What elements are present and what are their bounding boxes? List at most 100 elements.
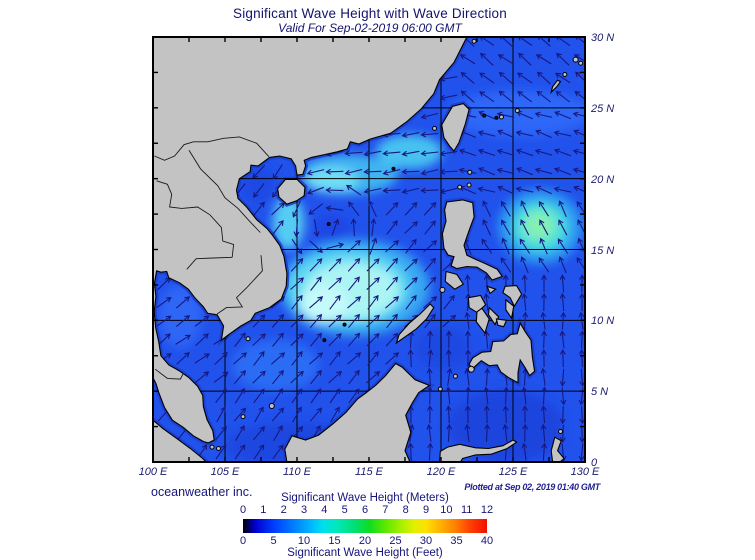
lon-label: 125 E bbox=[498, 466, 528, 478]
wave-arrow bbox=[386, 220, 398, 235]
wave-arrow bbox=[427, 330, 434, 349]
wave-arrow bbox=[460, 71, 475, 85]
wave-arrow bbox=[309, 296, 324, 309]
plotted-timestamp: Plotted at Sep 02, 2019 01:40 GMT bbox=[464, 482, 600, 492]
meters-tick: 8 bbox=[402, 504, 409, 516]
wave-arrow bbox=[306, 169, 325, 176]
wave-arrow bbox=[484, 423, 491, 442]
wave-blob-scs-core-bright-west bbox=[299, 284, 349, 322]
wave-arrow bbox=[329, 350, 341, 366]
land-samar bbox=[502, 285, 523, 308]
wave-arrow bbox=[540, 423, 547, 442]
small-island bbox=[466, 182, 472, 188]
wave-arrow bbox=[423, 296, 438, 309]
land-mindanao bbox=[468, 321, 536, 384]
lat-label: 20 N bbox=[591, 173, 615, 186]
country-border bbox=[156, 180, 235, 258]
wave-arrow bbox=[404, 221, 419, 234]
wave-arrow bbox=[500, 257, 512, 273]
wave-arrow bbox=[366, 258, 380, 272]
wave-arrow bbox=[309, 258, 323, 272]
lat-label: 25 N bbox=[591, 102, 615, 115]
wave-arrow bbox=[385, 202, 399, 216]
wave-arrow bbox=[579, 274, 585, 293]
wave-arrow bbox=[331, 218, 340, 236]
wave-arrow bbox=[521, 292, 528, 311]
wave-arrow bbox=[446, 330, 452, 349]
lon-label: 100 E bbox=[138, 466, 168, 478]
small-island bbox=[467, 169, 473, 175]
wave-arrow bbox=[234, 332, 246, 347]
wave-arrow bbox=[464, 330, 471, 349]
feet-tick: 40 bbox=[480, 535, 494, 547]
wave-arrow bbox=[439, 168, 458, 175]
wave-arrow bbox=[348, 388, 360, 404]
wave-arrow bbox=[344, 168, 363, 176]
land-hainan bbox=[277, 178, 306, 205]
wave-arrow bbox=[215, 388, 227, 404]
feet-tick: 5 bbox=[270, 535, 277, 547]
small-island bbox=[572, 56, 579, 63]
land-sulawesi-north-arm bbox=[439, 439, 518, 462]
wave-arrow bbox=[157, 333, 171, 347]
lat-label: 10 N bbox=[591, 315, 615, 328]
wave-arrow bbox=[519, 238, 531, 254]
wave-arrow bbox=[427, 442, 434, 461]
map-frame bbox=[152, 36, 586, 463]
wave-direction-arrows bbox=[156, 37, 585, 462]
wave-arrow bbox=[328, 277, 342, 290]
wave-arrow bbox=[328, 258, 342, 272]
land-borneo bbox=[284, 362, 431, 462]
lon-label: 105 E bbox=[210, 466, 240, 478]
wave-blob-gulf-tonkin-dark bbox=[240, 165, 276, 203]
feet-tick: 15 bbox=[328, 535, 341, 547]
wave-arrow bbox=[496, 148, 515, 156]
colorbar-feet-ticks: 0 5 10 15 20 25 30 35 40 bbox=[240, 535, 493, 547]
small-island bbox=[482, 113, 487, 118]
wave-arrow bbox=[291, 350, 303, 366]
wave-arrow bbox=[579, 406, 585, 425]
wave-arrow bbox=[534, 167, 553, 175]
land-mindoro bbox=[444, 270, 465, 290]
wave-arrow bbox=[426, 423, 433, 442]
lon-label: 130 E bbox=[570, 466, 600, 478]
wave-arrow bbox=[516, 72, 533, 84]
oceanweather-credit: oceanweather inc. bbox=[151, 485, 253, 499]
small-island bbox=[209, 444, 215, 450]
wave-arrow bbox=[459, 54, 476, 65]
wave-arrow bbox=[540, 311, 547, 330]
wave-arrow bbox=[539, 219, 549, 236]
small-island bbox=[514, 108, 520, 114]
wave-arrow bbox=[194, 371, 210, 384]
lon-label: 120 E bbox=[426, 466, 456, 478]
meters-tick: 2 bbox=[280, 504, 287, 516]
meters-tick: 4 bbox=[321, 504, 328, 516]
wave-arrow bbox=[439, 187, 458, 195]
wave-arrow bbox=[272, 220, 284, 235]
wave-arrow bbox=[535, 129, 552, 139]
wave-arrow bbox=[234, 387, 245, 404]
wave-arrow bbox=[253, 350, 265, 366]
wave-arrow bbox=[521, 405, 528, 424]
wave-arrow bbox=[439, 94, 458, 101]
wave-arrow bbox=[521, 274, 528, 293]
wave-arrow bbox=[464, 311, 471, 330]
wave-arrow bbox=[496, 167, 515, 175]
wave-arrow bbox=[516, 167, 534, 176]
wave-arrow bbox=[574, 90, 585, 100]
land-leyte bbox=[505, 298, 515, 320]
wave-arrow bbox=[477, 130, 496, 137]
country-border bbox=[216, 255, 263, 315]
wave-arrow bbox=[498, 71, 513, 85]
wave-arrow bbox=[382, 168, 401, 176]
wave-arrow bbox=[176, 352, 190, 365]
wave-arrow bbox=[426, 405, 433, 424]
wave-arrow bbox=[309, 407, 322, 422]
small-island bbox=[245, 336, 251, 342]
wave-arrow bbox=[253, 444, 265, 460]
wave-arrow bbox=[401, 187, 420, 195]
wave-arrow bbox=[407, 349, 414, 368]
wave-arrow bbox=[350, 218, 357, 237]
wave-arrow bbox=[423, 201, 437, 216]
colorbar-title-meters: Significant Wave Height (Meters) bbox=[281, 492, 449, 504]
